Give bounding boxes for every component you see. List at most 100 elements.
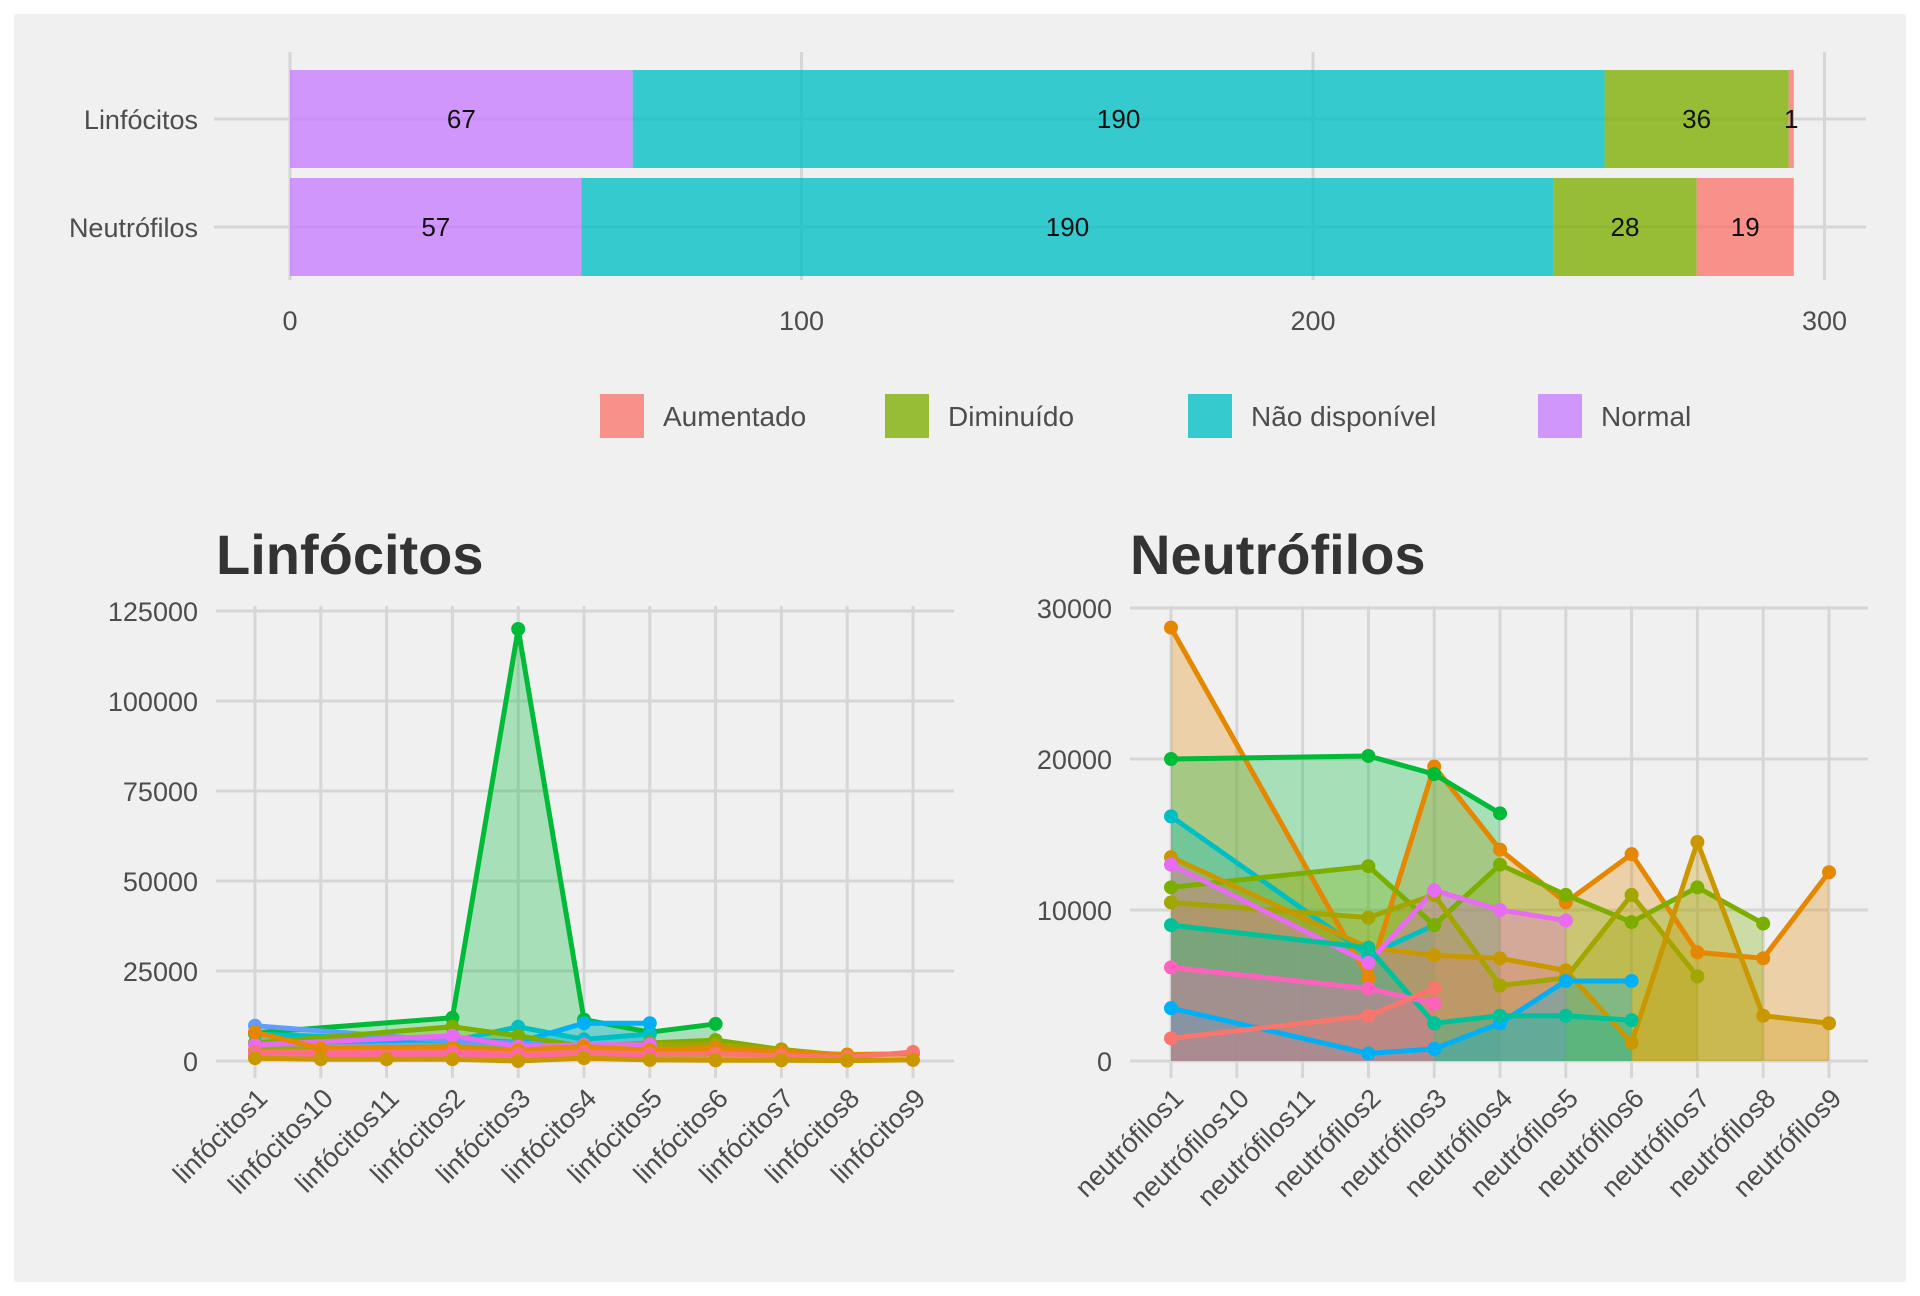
linfocitos-points (248, 622, 920, 1068)
neutrofilos-line-series-4 (1170, 862, 1765, 928)
neutrofilos-data-point (1427, 996, 1442, 1011)
neutrofilos-data-point (1361, 748, 1376, 763)
neutrofilos-data-point (1624, 915, 1639, 930)
legend-key-diminuido (885, 394, 929, 438)
legend-label: Aumentado (663, 401, 806, 432)
neutrofilos-area-series-1 (1171, 627, 1829, 1061)
neutrofilos-data-point (1822, 1016, 1836, 1031)
linfocitos-data-point (708, 1016, 723, 1031)
neutrofilos-data-point (1690, 835, 1705, 850)
linfocitos-data-point (511, 622, 526, 636)
legend-key-nao-disponivel (1188, 394, 1232, 438)
bar-segment-linfocitos-diminuido (1604, 70, 1789, 168)
neutrofilos-data-point (1427, 1016, 1442, 1031)
neutrofilos-data-point (1624, 847, 1639, 862)
neutrofilos-y-tick-label: 10000 (1037, 896, 1112, 926)
bar-segment-neutrofilos-aumentado (1696, 178, 1794, 276)
linfocitos-data-point (445, 1052, 460, 1067)
neutrofilos-data-point (1164, 620, 1178, 635)
linfocitos-data-point (774, 1053, 789, 1068)
neutrofilos-data-point (1361, 955, 1376, 970)
linfocitos-data-point (313, 1052, 328, 1067)
neutrofilos-data-point (1427, 981, 1442, 996)
neutrofilos-data-point (1361, 970, 1376, 985)
neutrofilos-data-point (1164, 752, 1178, 766)
linfocitos-line-series-1 (254, 626, 716, 1036)
neutrofilos-data-point (1558, 913, 1573, 928)
bar-legend: Aumentado Diminuído Não disponível Normal (600, 394, 1691, 438)
linfocitos-data-point (511, 1028, 526, 1043)
neutrofilos-data-point (1164, 1001, 1178, 1016)
stacked-bar-panel: 67 190 36 1 57 190 28 19 Linfócitos Neutrófilos 0… (69, 52, 1866, 438)
bar-segment-neutrofilos-nao-disponivel (581, 178, 1554, 276)
neutrofilos-data-point (1493, 978, 1507, 993)
neutrofilos-data-point (1164, 880, 1178, 895)
bar-x-tick-label: 0 (282, 306, 297, 336)
legend-label: Não disponível (1251, 401, 1436, 432)
linfocitos-data-point (906, 1052, 920, 1067)
bar-category-label: Linfócitos (84, 105, 198, 135)
linfocitos-data-point (708, 1053, 723, 1068)
legend-label: Diminuído (948, 401, 1074, 432)
neutrofilos-data-point (1756, 951, 1771, 966)
neutrofilos-data-point (1164, 918, 1178, 933)
neutrofilos-data-point (1690, 945, 1705, 960)
neutrofilos-data-point (1361, 859, 1376, 874)
neutrofilos-data-point (1164, 809, 1178, 824)
bar-data-label: 36 (1682, 104, 1711, 134)
bar-data-label: 190 (1097, 104, 1140, 134)
linfocitos-data-point (642, 1052, 657, 1067)
neutrofilos-data-point (1756, 916, 1771, 931)
neutrofilos-y-tick-label: 30000 (1037, 594, 1112, 624)
neutrofilos-area-series-6 (1171, 842, 1829, 1061)
neutrofilos-area-panel: Neutrófilos 0100002000030000neutrófilos1… (1037, 523, 1868, 1214)
neutrofilos-data-point (1427, 883, 1442, 898)
linfocitos-data-point (248, 1051, 262, 1066)
neutrofilos-data-point (1558, 973, 1573, 988)
linfocitos-y-tick-label: 50000 (123, 867, 198, 897)
neutrofilos-area-series-8 (1171, 980, 1632, 1061)
neutrofilos-data-point (1493, 951, 1507, 966)
bar-category-label: Neutrófilos (69, 213, 198, 243)
bar-x-tick-label: 300 (1802, 306, 1847, 336)
neutrofilos-chart-title: Neutrófilos (1130, 523, 1426, 586)
neutrofilos-data-point (1164, 1031, 1178, 1046)
linfocitos-chart-title: Linfócitos (216, 523, 484, 586)
neutrofilos-data-point (1164, 857, 1178, 872)
neutrofilos-data-point (1624, 887, 1639, 902)
neutrofilos-data-point (1493, 903, 1507, 917)
bar-marks (290, 70, 1794, 276)
neutrofilos-data-point (1558, 963, 1573, 978)
neutrofilos-data-point (1361, 1046, 1376, 1061)
bar-segment-linfocitos-normal (290, 70, 633, 168)
neutrofilos-data-point (1558, 887, 1573, 902)
neutrofilos-line-series-9 (1170, 922, 1632, 1026)
neutrofilos-line-series-2 (1170, 753, 1502, 816)
neutrofilos-data-point (1493, 857, 1507, 872)
neutrofilos-data-point (1624, 973, 1639, 988)
neutrofilos-data-point (1361, 981, 1376, 996)
neutrofilos-data-point (1822, 865, 1836, 880)
neutrofilos-data-point (1427, 1041, 1442, 1056)
neutrofilos-data-point (1624, 1013, 1639, 1028)
linfocitos-data-point (248, 1025, 262, 1040)
linfocitos-data-point (379, 1052, 394, 1067)
neutrofilos-data-point (1361, 1008, 1376, 1023)
neutrofilos-data-point (1756, 1008, 1771, 1023)
neutrofilos-data-point (1427, 918, 1442, 933)
bar-data-label: 57 (421, 212, 450, 242)
bar-segment-linfocitos-aumentado (1788, 70, 1794, 168)
neutrofilos-data-point (1164, 960, 1178, 975)
neutrofilos-data-point (1493, 1008, 1507, 1023)
linfocitos-y-tick-label: 100000 (108, 687, 198, 717)
bar-data-label: 1 (1784, 104, 1798, 134)
linfocitos-area-series-1 (255, 629, 716, 1061)
linfocitos-y-tick-label: 125000 (108, 597, 198, 627)
neutrofilos-data-point (1493, 842, 1507, 857)
bar-data-label: 190 (1046, 212, 1089, 242)
neutrofilos-data-point (1624, 1035, 1639, 1050)
neutrofilos-data-point (1361, 940, 1376, 955)
linfocitos-y-tick-label: 25000 (123, 957, 198, 987)
neutrofilos-data-point (1164, 895, 1178, 910)
